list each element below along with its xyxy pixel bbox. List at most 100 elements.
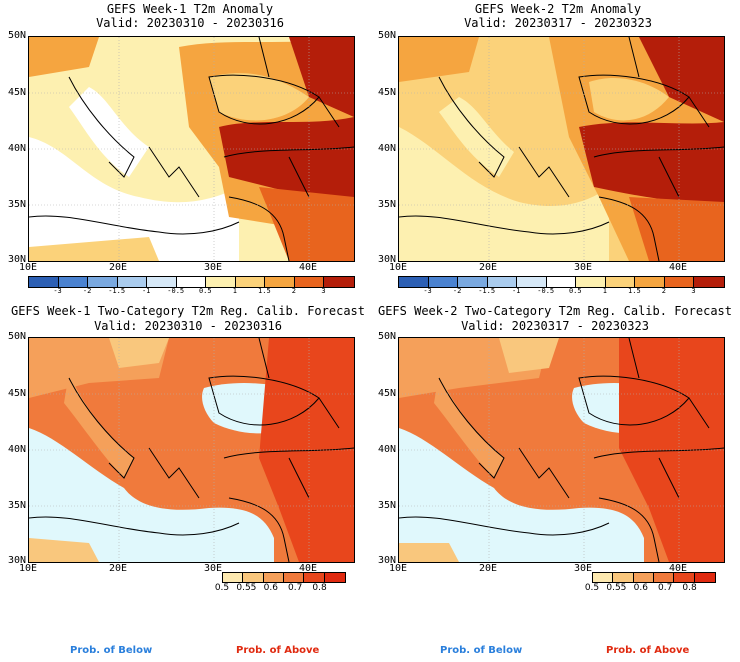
panel-title: GEFS Week-1 Two-Category T2m Reg. Calib.… [10, 304, 365, 318]
colorbar-swatch [664, 277, 695, 287]
lat-label: 35N [7, 500, 26, 511]
colorbar-swatch [517, 277, 547, 287]
colorbar-tick-label: 0.8 [682, 583, 697, 593]
colorbar-tick-label: 0.8 [312, 583, 327, 593]
lat-label: 40N [7, 143, 26, 154]
colorbar-swatch [294, 277, 325, 287]
lat-label: 30N [377, 555, 396, 566]
colorbar-swatch [605, 277, 636, 287]
colorbar-tick-label: -2 [82, 287, 92, 295]
lon-label: 30E [203, 262, 223, 273]
lon-label: 40E [668, 262, 688, 273]
panel-valid-dates: Valid: 20230310 - 20230316 [96, 16, 284, 30]
anomaly-colorbar [28, 276, 355, 288]
colorbar-tick-label: 0.5 [584, 583, 600, 593]
panel-title: GEFS Week-2 T2m Anomaly [474, 2, 642, 16]
colorbar-tick-label: 0.6 [633, 583, 648, 593]
colorbar-swatch [576, 277, 606, 287]
colorbar-swatch [263, 573, 284, 582]
panel-valid-dates: Valid: 20230310 - 20230316 [94, 319, 282, 333]
lat-label: 50N [377, 331, 396, 342]
colorbar-swatch [324, 277, 354, 287]
legend-prob-below: Prob. of Below [440, 645, 523, 656]
colorbar-swatch [265, 277, 295, 287]
lat-label: 35N [7, 199, 26, 210]
colorbar-tick-label: -1 [141, 287, 151, 295]
anomaly-field [29, 37, 354, 261]
lat-label: 45N [7, 388, 26, 399]
colorbar-tick-label: -0.5 [167, 287, 185, 295]
colorbar-swatch [58, 277, 89, 287]
colorbar-swatch [206, 277, 236, 287]
legend-prob-below: Prob. of Below [70, 645, 153, 656]
colorbar-swatch [633, 573, 654, 582]
colorbar-swatch [235, 277, 266, 287]
colorbar-swatch [546, 277, 577, 287]
lon-label: 10E [388, 262, 408, 273]
lon-label: 20E [478, 563, 498, 574]
colorbar-swatch [399, 277, 429, 287]
colorbar-tick-label: 0.7 [658, 583, 673, 593]
colorbar-swatch [304, 573, 325, 582]
colorbar-tick-label: 3 [321, 287, 326, 295]
colorbar-swatch [487, 277, 518, 287]
lon-label: 10E [388, 563, 408, 574]
lat-label: 40N [377, 444, 396, 455]
lat-label: 35N [377, 199, 396, 210]
map-week2-anomaly [398, 36, 725, 262]
colorbar-tick-label: -1.5 [108, 287, 126, 295]
colorbar-swatch [283, 573, 305, 582]
lon-label: 40E [668, 563, 688, 574]
probability-colorbar [222, 572, 346, 583]
coastlines [399, 338, 724, 562]
colorbar-tick-label: -3 [53, 287, 62, 295]
colorbar-tick-label: 2 [661, 287, 667, 295]
colorbar-swatch [653, 573, 675, 582]
lat-label: 30N [7, 555, 26, 566]
colorbar-swatch [694, 277, 724, 287]
lat-label: 40N [377, 143, 396, 154]
lon-label: 30E [573, 262, 593, 273]
probability-field [399, 338, 724, 562]
colorbar-swatch [324, 573, 345, 582]
probability-field [29, 338, 354, 562]
legend-prob-above: Prob. of Above [236, 645, 320, 656]
lat-label: 50N [377, 30, 396, 41]
colorbar-swatch [593, 573, 614, 582]
colorbar-tick-label: 0.55 [236, 583, 257, 593]
colorbar-tick-label: -2 [452, 287, 462, 295]
colorbar-swatch [694, 573, 715, 582]
lon-label: 40E [298, 563, 318, 574]
lon-label: 20E [478, 262, 498, 273]
panel-title: GEFS Week-2 Two-Category T2m Reg. Calib.… [377, 304, 732, 318]
colorbar-swatch [176, 277, 207, 287]
colorbar-tick-label: -0.5 [537, 287, 555, 295]
colorbar-swatch [674, 573, 695, 582]
lat-label: 50N [7, 30, 26, 41]
coastlines [399, 37, 724, 261]
map-week1-anomaly [28, 36, 355, 262]
panel-valid-dates: Valid: 20230317 - 20230323 [464, 16, 652, 30]
colorbar-swatch [613, 573, 634, 582]
colorbar-tick-label: 1 [602, 287, 607, 295]
colorbar-swatch [117, 277, 148, 287]
colorbar-tick-label: -1.5 [478, 287, 496, 295]
panel-title: GEFS Week-1 T2m Anomaly [106, 2, 274, 16]
colorbar-tick-label: 0.55 [606, 583, 627, 593]
colorbar-tick-label: 0.6 [263, 583, 278, 593]
probability-colorbar [592, 572, 716, 583]
lat-label: 45N [377, 388, 396, 399]
lat-label: 50N [7, 331, 26, 342]
colorbar-tick-label: 2 [291, 287, 297, 295]
anomaly-colorbar [398, 276, 725, 288]
lat-label: 30N [7, 254, 26, 265]
colorbar-swatch [243, 573, 264, 582]
lat-label: 40N [7, 444, 26, 455]
lon-label: 20E [108, 563, 128, 574]
coastlines [29, 338, 354, 562]
map-week2-probability [398, 337, 725, 563]
map-week1-probability [28, 337, 355, 563]
colorbar-tick-label: 1.5 [258, 287, 271, 295]
lat-label: 30N [377, 254, 396, 265]
coastlines [29, 37, 354, 261]
